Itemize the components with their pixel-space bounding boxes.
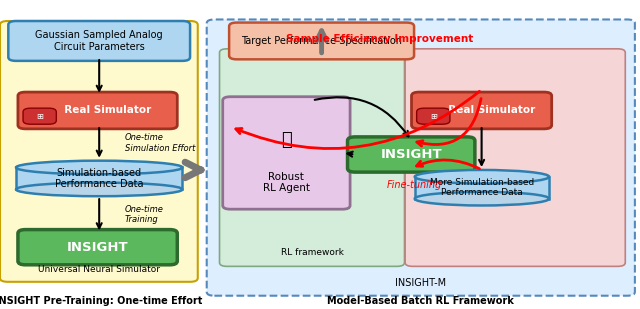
- Text: Universal Neural Simulator: Universal Neural Simulator: [38, 265, 160, 274]
- FancyBboxPatch shape: [405, 49, 625, 266]
- FancyBboxPatch shape: [412, 92, 552, 129]
- Ellipse shape: [415, 192, 549, 205]
- Text: Model-Based Batch RL Framework: Model-Based Batch RL Framework: [328, 296, 514, 306]
- FancyBboxPatch shape: [0, 21, 198, 282]
- FancyBboxPatch shape: [207, 19, 635, 296]
- FancyBboxPatch shape: [18, 92, 177, 129]
- Text: Fine-tuning: Fine-tuning: [387, 180, 442, 190]
- Text: One-time
Training: One-time Training: [125, 205, 164, 224]
- Text: Target Performance Specification: Target Performance Specification: [241, 36, 402, 46]
- Text: INSIGHT-M: INSIGHT-M: [396, 278, 446, 288]
- Text: INSIGHT Pre-Training: One-time Effort: INSIGHT Pre-Training: One-time Effort: [0, 296, 203, 306]
- FancyBboxPatch shape: [348, 137, 475, 172]
- Text: Gaussian Sampled Analog
Circuit Parameters: Gaussian Sampled Analog Circuit Paramete…: [35, 30, 163, 52]
- Text: Robust
RL Agent: Robust RL Agent: [263, 171, 310, 193]
- Text: RL framework: RL framework: [280, 248, 344, 257]
- Ellipse shape: [415, 170, 549, 184]
- FancyBboxPatch shape: [8, 21, 190, 61]
- Ellipse shape: [16, 183, 182, 196]
- Text: More Simulation-based
Performance Data: More Simulation-based Performance Data: [430, 178, 534, 197]
- Text: Real Simulator: Real Simulator: [57, 105, 151, 116]
- Text: Real Simulator: Real Simulator: [441, 105, 535, 116]
- FancyBboxPatch shape: [23, 108, 56, 124]
- Text: 🤖: 🤖: [281, 131, 292, 149]
- Ellipse shape: [16, 161, 182, 174]
- FancyBboxPatch shape: [417, 108, 450, 124]
- Text: Simulation-based
Performance Data: Simulation-based Performance Data: [55, 168, 143, 189]
- Text: INSIGHT: INSIGHT: [67, 241, 129, 254]
- FancyBboxPatch shape: [220, 49, 404, 266]
- FancyBboxPatch shape: [223, 97, 350, 209]
- Text: Sample Efficiency Improvement: Sample Efficiency Improvement: [286, 34, 473, 44]
- FancyBboxPatch shape: [415, 177, 549, 199]
- FancyBboxPatch shape: [229, 23, 414, 59]
- Text: One-time
Simulation Effort: One-time Simulation Effort: [125, 133, 195, 153]
- FancyBboxPatch shape: [16, 167, 182, 189]
- FancyBboxPatch shape: [18, 230, 177, 265]
- Text: INSIGHT: INSIGHT: [380, 148, 442, 161]
- Text: ⊞: ⊞: [430, 112, 436, 121]
- Text: ⊞: ⊞: [36, 112, 43, 121]
